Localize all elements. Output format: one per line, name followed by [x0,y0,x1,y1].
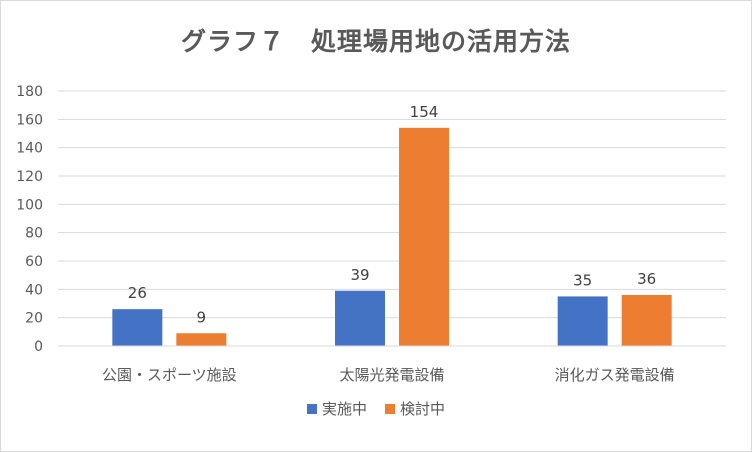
y-tick-label-80: 80 [25,226,43,242]
y-tick-label-40: 40 [25,282,43,298]
legend: 実施中 検討中 [0,398,752,419]
legend-swatch-series-1 [306,403,317,414]
legend-item-series-2: 検討中 [385,398,445,419]
legend-label-series-2: 検討中 [400,400,446,418]
y-tick-label-60: 60 [25,254,43,270]
x-category-label-1: 公園・スポーツ施設 [102,366,237,384]
legend-item-series-1: 実施中 [306,398,367,419]
y-tick-label-0: 0 [34,339,43,355]
data-label-2-3: 36 [637,270,656,288]
y-tick-label-160: 160 [16,112,43,128]
x-axis: 公園・スポーツ施設 太陽光発電設備 消化ガス発電設備 [58,345,726,384]
y-tick-label-140: 140 [16,141,43,157]
data-label-1-2: 39 [350,266,369,284]
x-category-label-2: 太陽光発電設備 [339,366,444,384]
bar-2-2 [399,127,449,346]
data-label-2-2: 154 [410,103,439,121]
bar-1-1 [112,309,163,346]
bar-1-2 [335,290,385,346]
bar-1-3 [557,296,608,346]
gridlines [58,90,726,319]
bar-2-1 [176,333,227,346]
y-axis: 0 20 40 60 80 100 120 140 160 180 [16,84,43,355]
data-label-1-3: 35 [573,271,592,289]
legend-label-series-1: 実施中 [321,400,367,418]
bars [112,127,672,346]
bar-2-3 [621,295,672,346]
data-labels: 26 9 39 154 35 36 [128,103,656,326]
y-tick-label-20: 20 [25,311,43,327]
data-label-2-1: 9 [197,308,207,326]
data-label-1-1: 26 [128,284,147,302]
x-category-label-3: 消化ガス発電設備 [555,366,675,384]
legend-swatch-series-2 [385,403,395,414]
y-tick-label-100: 100 [16,197,43,213]
y-tick-label-120: 120 [16,169,43,185]
chart-title: グラフ７ 処理場用地の活用方法 [180,27,571,56]
y-tick-label-180: 180 [16,84,43,100]
